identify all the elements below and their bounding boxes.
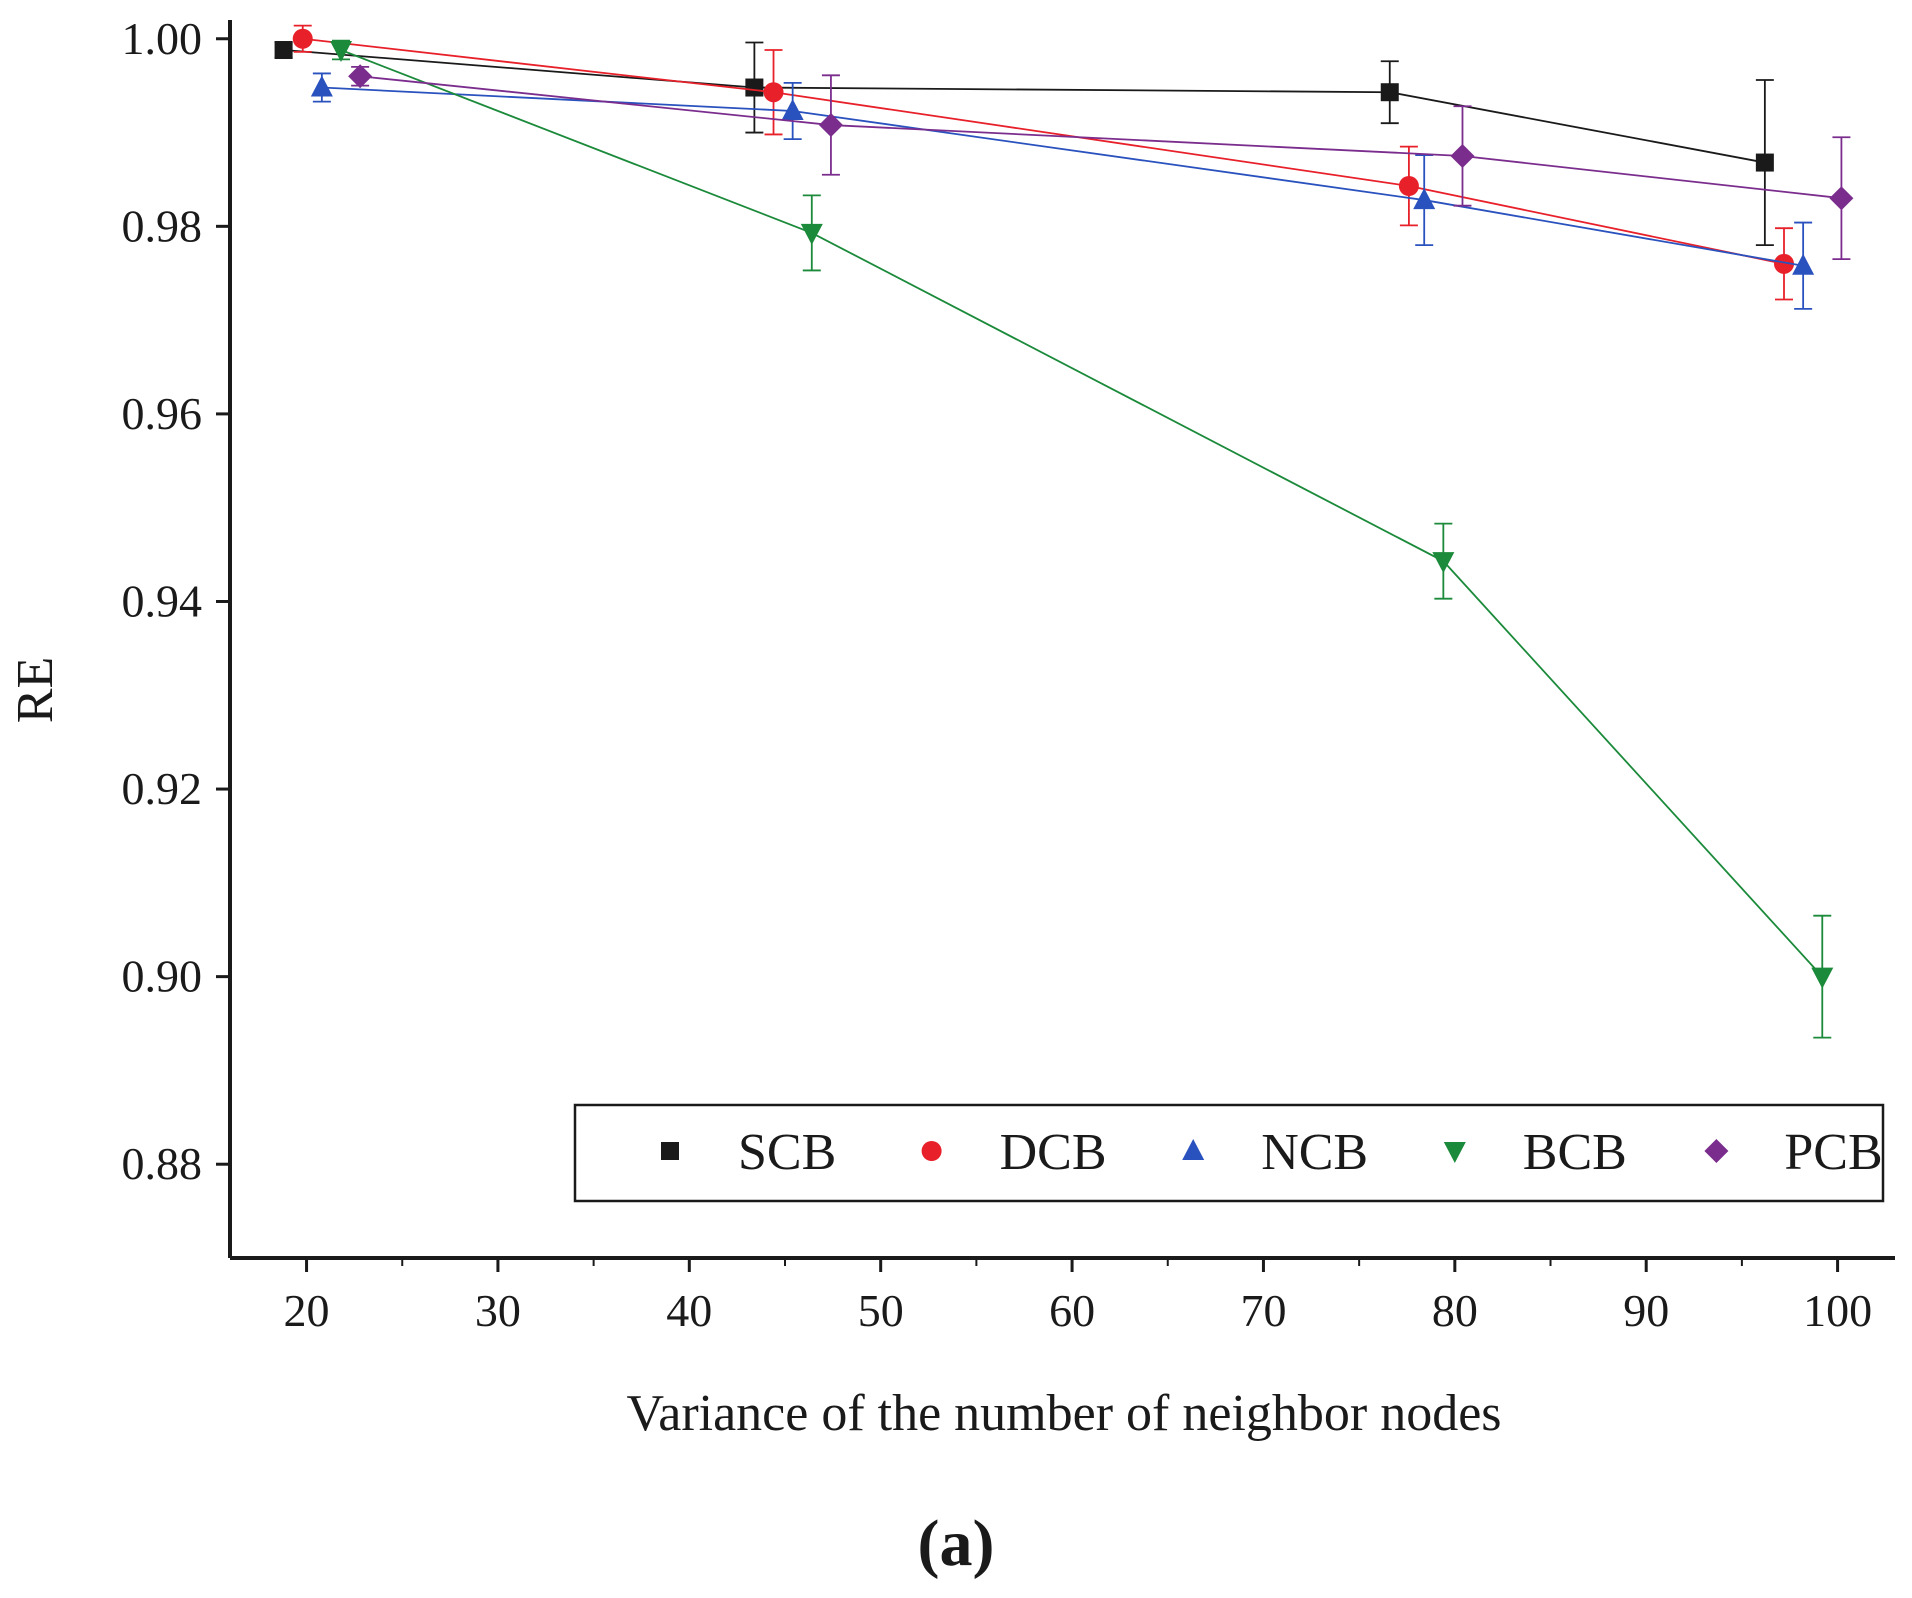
series-ncb-line: [321, 86, 1804, 267]
legend-label-pcb: PCB: [1784, 1124, 1882, 1181]
series-dcb-line: [302, 37, 1785, 265]
legend-label-dcb: DCB: [1000, 1124, 1107, 1181]
series-ncb-point: [1792, 253, 1815, 275]
legend-label-scb: SCB: [738, 1124, 836, 1181]
y-tick-label-0.96: 0.96: [122, 388, 203, 439]
series-pcb-line: [360, 75, 1842, 200]
series-ncb-point: [781, 98, 804, 120]
series-bcb-point: [800, 223, 823, 245]
axes: 20 30 40 50 60 70 80 90 100 0.88 0.90 0.92 0.94 0.96 0…: [122, 13, 1895, 1336]
series-group: [274, 24, 1854, 1039]
x-tick-label-100: 100: [1803, 1285, 1872, 1336]
series-pcb-point: [1450, 143, 1475, 168]
series-dcb-point: [292, 28, 313, 49]
legend-marker-dcb: [921, 1141, 942, 1161]
legend-item-scb: SCB: [661, 1124, 836, 1181]
series-dcb-point: [1398, 176, 1419, 197]
series-bcb-point: [1432, 552, 1455, 574]
series-dcb-point: [763, 82, 784, 103]
legend-item-bcb: BCB: [1443, 1124, 1627, 1181]
legend-label-ncb: NCB: [1261, 1124, 1368, 1181]
x-tick-label-50: 50: [858, 1285, 904, 1336]
series-scb-point: [274, 41, 293, 60]
legend-label-bcb: BCB: [1523, 1124, 1627, 1181]
x-tick-label-70: 70: [1240, 1285, 1286, 1336]
legend-box: [573, 1103, 1885, 1203]
legend-marker-pcb: [1704, 1139, 1729, 1163]
y-tick-label-0.88: 0.88: [122, 1138, 203, 1189]
x-tick-label-30: 30: [475, 1285, 521, 1336]
series-pcb-point: [1829, 186, 1854, 211]
x-axis-label: Variance of the number of neighbor nodes: [626, 1385, 1501, 1442]
x-tick-label-90: 90: [1623, 1285, 1669, 1336]
panel-label: (a): [918, 1507, 995, 1580]
series-bcb: [330, 39, 1834, 1039]
series-dcb-point: [1774, 253, 1794, 274]
series-ncb-point: [1413, 188, 1436, 210]
series-scb-line: [283, 49, 1766, 164]
legend-item-ncb: NCB: [1182, 1124, 1368, 1181]
legend-item-dcb: DCB: [921, 1124, 1107, 1181]
legend: SCB DCB NCB BCB PCB: [573, 1103, 1885, 1203]
series-pcb-point: [348, 64, 373, 89]
legend-marker-bcb: [1443, 1142, 1466, 1163]
series-ncb: [310, 72, 1815, 310]
series-bcb-line: [340, 49, 1823, 978]
series-scb: [274, 41, 1774, 246]
legend-marker-scb: [661, 1142, 679, 1160]
series-scb-point: [1380, 83, 1399, 102]
y-tick-label-0.90: 0.90: [122, 951, 203, 1002]
series-scb-point: [745, 78, 764, 97]
x-tick-label-60: 60: [1049, 1285, 1095, 1336]
x-tick-label-20: 20: [284, 1285, 330, 1336]
legend-marker-ncb: [1182, 1139, 1205, 1160]
series-scb-point: [1755, 153, 1774, 172]
y-tick-label-0.94: 0.94: [122, 575, 203, 626]
x-tick-label-40: 40: [666, 1285, 712, 1336]
series-bcb-point: [1811, 967, 1834, 989]
series-bcb-point: [330, 41, 352, 63]
series-pcb: [348, 64, 1854, 261]
y-tick-label-0.98: 0.98: [122, 200, 203, 251]
legend-item-pcb: PCB: [1704, 1124, 1883, 1181]
x-tick-label-80: 80: [1432, 1285, 1478, 1336]
y-tick-label-0.92: 0.92: [122, 763, 203, 814]
series-dcb: [292, 24, 1794, 301]
y-axis-label: RE: [7, 657, 64, 723]
y-tick-label-1.00: 1.00: [122, 13, 203, 64]
series-ncb-point: [310, 75, 333, 97]
series-pcb-point: [818, 113, 843, 138]
